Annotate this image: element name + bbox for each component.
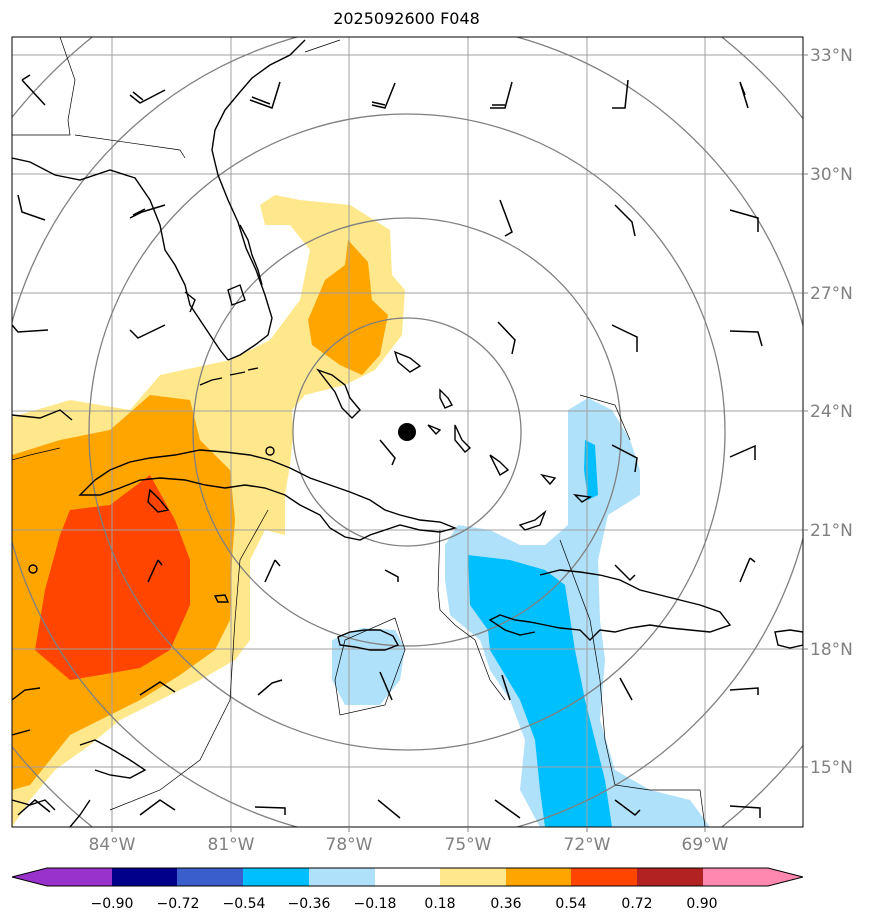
lat-label: 30°N [810,165,853,185]
colorbar-swatch [506,868,571,886]
lat-labels: 33°N 30°N 27°N 24°N 21°N 18°N 15°N [810,46,853,778]
lon-label: 78°W [326,835,373,855]
colorbar-extend-low [12,868,112,886]
lat-label: 15°N [810,758,853,778]
colorbar-labels: −0.90 −0.72 −0.54 −0.36 −0.18 0.18 0.36 … [91,896,718,912]
storm-center-marker [398,423,416,441]
map-frame [11,36,804,828]
colorbar-swatch [112,868,177,886]
borders [12,37,706,827]
colorbar-extend-high [703,868,803,886]
lon-labels: 84°W 81°W 78°W 75°W 72°W 69°W [89,835,729,855]
colorbar-label: 0.36 [490,896,521,912]
lat-label: 24°N [810,402,853,422]
colorbar-label: 0.54 [555,896,586,912]
colorbar-swatch [243,868,309,886]
lon-label: 69°W [682,835,729,855]
lat-label: 21°N [810,521,853,541]
wind-barbs [12,74,763,819]
colorbar-label: 0.72 [621,896,652,912]
tick-marks [111,54,808,832]
colorbar-label: −0.72 [157,896,200,912]
contour-fill-orange-bahamas [308,240,388,375]
colorbar-label: −0.54 [223,896,266,912]
lon-label: 81°W [208,835,255,855]
lat-label: 33°N [810,46,853,66]
colorbar-swatch [309,868,375,886]
lon-label: 84°W [89,835,136,855]
lat-label: 27°N [810,284,853,304]
colorbar-label: 0.18 [424,896,455,912]
lat-label: 18°N [810,640,853,660]
colorbar-swatch [637,868,703,886]
contour-fill-lightblue-main [445,398,710,827]
colorbar-label: −0.18 [354,896,397,912]
colorbar-swatch [375,868,440,886]
colorbar-swatch [440,868,506,886]
figure-title: 2025092600 F048 [333,9,480,28]
colorbar-swatch [177,868,243,886]
graticule [12,37,803,827]
colorbar [11,867,804,887]
colorbar-swatch [571,868,637,886]
colorbar-label: 0.90 [686,896,717,912]
colorbar-label: −0.36 [288,896,331,912]
contour-fill-lightblue-jamaica [332,628,405,705]
lon-label: 75°W [445,835,492,855]
lon-label: 72°W [564,835,611,855]
colorbar-label: −0.90 [91,896,134,912]
